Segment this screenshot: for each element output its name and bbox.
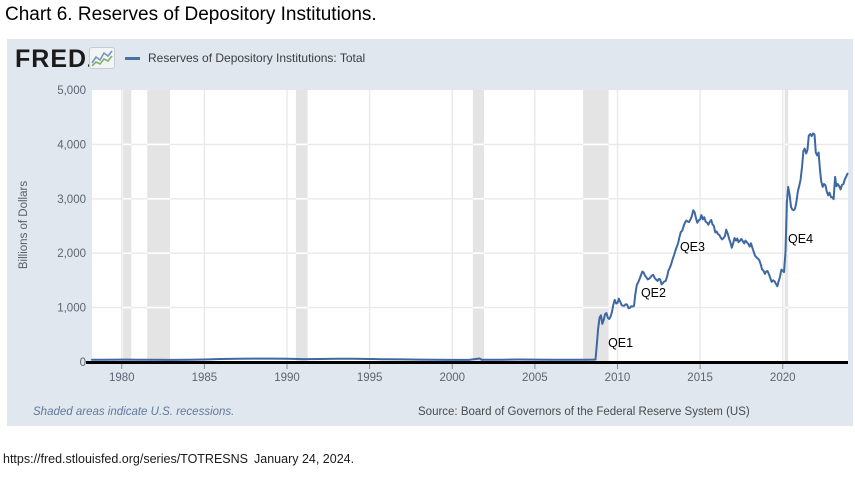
source-attribution: Source: Board of Governors of the Federa… — [418, 406, 750, 418]
annotation-qe3: QE3 — [680, 240, 705, 254]
page-title: Chart 6. Reserves of Depository Institut… — [5, 4, 377, 25]
x-tick-label: 1980 — [109, 372, 135, 384]
annotation-qe2: QE2 — [641, 286, 666, 300]
plot-area — [92, 90, 848, 362]
citation-date: January 24, 2024. — [254, 452, 355, 466]
x-tick-label: 1985 — [192, 372, 218, 384]
recession-band — [147, 90, 170, 362]
x-tick-label: 2000 — [439, 372, 465, 384]
recession-note[interactable]: Shaded areas indicate U.S. recessions. — [33, 406, 235, 418]
fred-sparkline-icon — [89, 47, 115, 74]
y-tick-label: 2,000 — [57, 248, 86, 260]
y-tick-label: 0 — [80, 357, 86, 369]
citation-line: https://fred.stlouisfed.org/series/TOTRE… — [3, 452, 354, 466]
x-axis-line — [86, 361, 848, 364]
legend-line-swatch — [125, 56, 140, 60]
legend: Reserves of Depository Institutions: Tot… — [125, 51, 365, 65]
y-tick-label: 3,000 — [57, 194, 86, 206]
recession-band — [472, 90, 484, 362]
fred-chart-panel: FRED Reserves of Depository Institutions… — [7, 39, 853, 426]
fred-logo: FRED — [15, 45, 92, 74]
reserves-line-chart: 1980 1985 1990 1995 2000 2005 2010 2015 2020 0 1,0… — [57, 85, 849, 384]
x-tick-label: 1990 — [274, 372, 300, 384]
recession-band — [123, 90, 132, 362]
annotation-qe4: QE4 — [788, 232, 813, 246]
x-tick-label: 2010 — [605, 372, 631, 384]
y-tick-label: 5,000 — [57, 85, 86, 97]
series-url[interactable]: https://fred.stlouisfed.org/series/TOTRE… — [3, 452, 249, 466]
fred-logo-text: FRED — [15, 45, 88, 73]
x-tick-label: 1995 — [357, 372, 383, 384]
x-tick-label: 2005 — [522, 372, 548, 384]
x-tick-label: 2020 — [770, 372, 796, 384]
recession-band — [295, 90, 308, 362]
reserves-series-line[interactable] — [91, 132, 849, 361]
recession-band — [583, 90, 609, 362]
x-tick-label: 2015 — [687, 372, 713, 384]
legend-series-label: Reserves of Depository Institutions: Tot… — [148, 51, 366, 65]
y-tick-label: 4,000 — [57, 139, 86, 151]
annotation-qe1: QE1 — [608, 336, 633, 350]
y-tick-label: 1,000 — [57, 303, 86, 315]
